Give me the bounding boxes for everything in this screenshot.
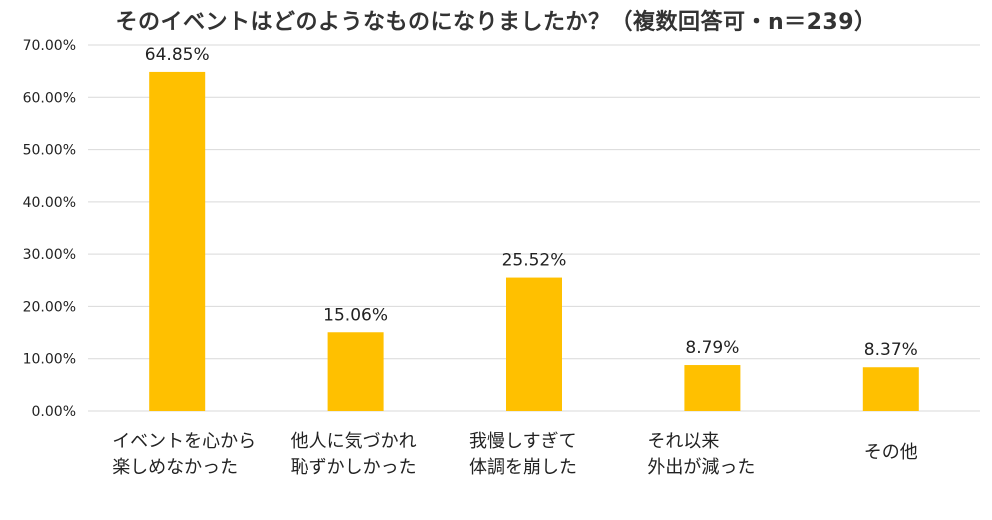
category-label: 他人に気づかれ (291, 431, 417, 452)
category-label: 外出が減った (647, 457, 755, 478)
data-label: 64.85% (145, 45, 210, 65)
y-tick-label: 40.00% (23, 195, 76, 211)
category-label: 楽しめなかった (112, 457, 238, 478)
y-tick-label: 30.00% (23, 247, 76, 263)
category-label: 恥ずかしかった (291, 457, 417, 478)
data-labels: 64.85% 15.06% 25.52% 8.79% 8.37% (145, 45, 918, 360)
y-tick-label: 50.00% (23, 143, 76, 159)
data-label: 8.79% (685, 338, 739, 358)
category-label: イベントを心から (112, 431, 256, 452)
data-label: 8.37% (864, 340, 918, 360)
bar (327, 332, 384, 411)
y-tick-label: 20.00% (23, 299, 76, 315)
y-tick-label: 0.00% (32, 404, 76, 420)
bar (506, 277, 562, 411)
bar (862, 367, 919, 411)
y-tick-label: 60.00% (23, 90, 76, 106)
bar (684, 365, 741, 411)
bars (149, 71, 919, 412)
category-label: それ以来 (647, 431, 719, 452)
y-tick-label: 10.00% (23, 352, 76, 368)
category-label: 体調を崩した (469, 457, 577, 478)
chart-title: そのイベントはどのようなものになりましたか？（複数回答可・n＝239） (115, 10, 877, 35)
y-axis-ticks: 0.00% 10.00% 20.00% 30.00% 40.00% 50.00% 60.00… (23, 38, 76, 420)
data-label: 15.06% (323, 305, 388, 325)
data-label: 25.52% (502, 251, 567, 271)
category-label: その他 (864, 442, 918, 463)
bar (149, 71, 206, 412)
category-label: 我慢しすぎて (469, 431, 577, 452)
y-tick-label: 70.00% (23, 38, 76, 54)
